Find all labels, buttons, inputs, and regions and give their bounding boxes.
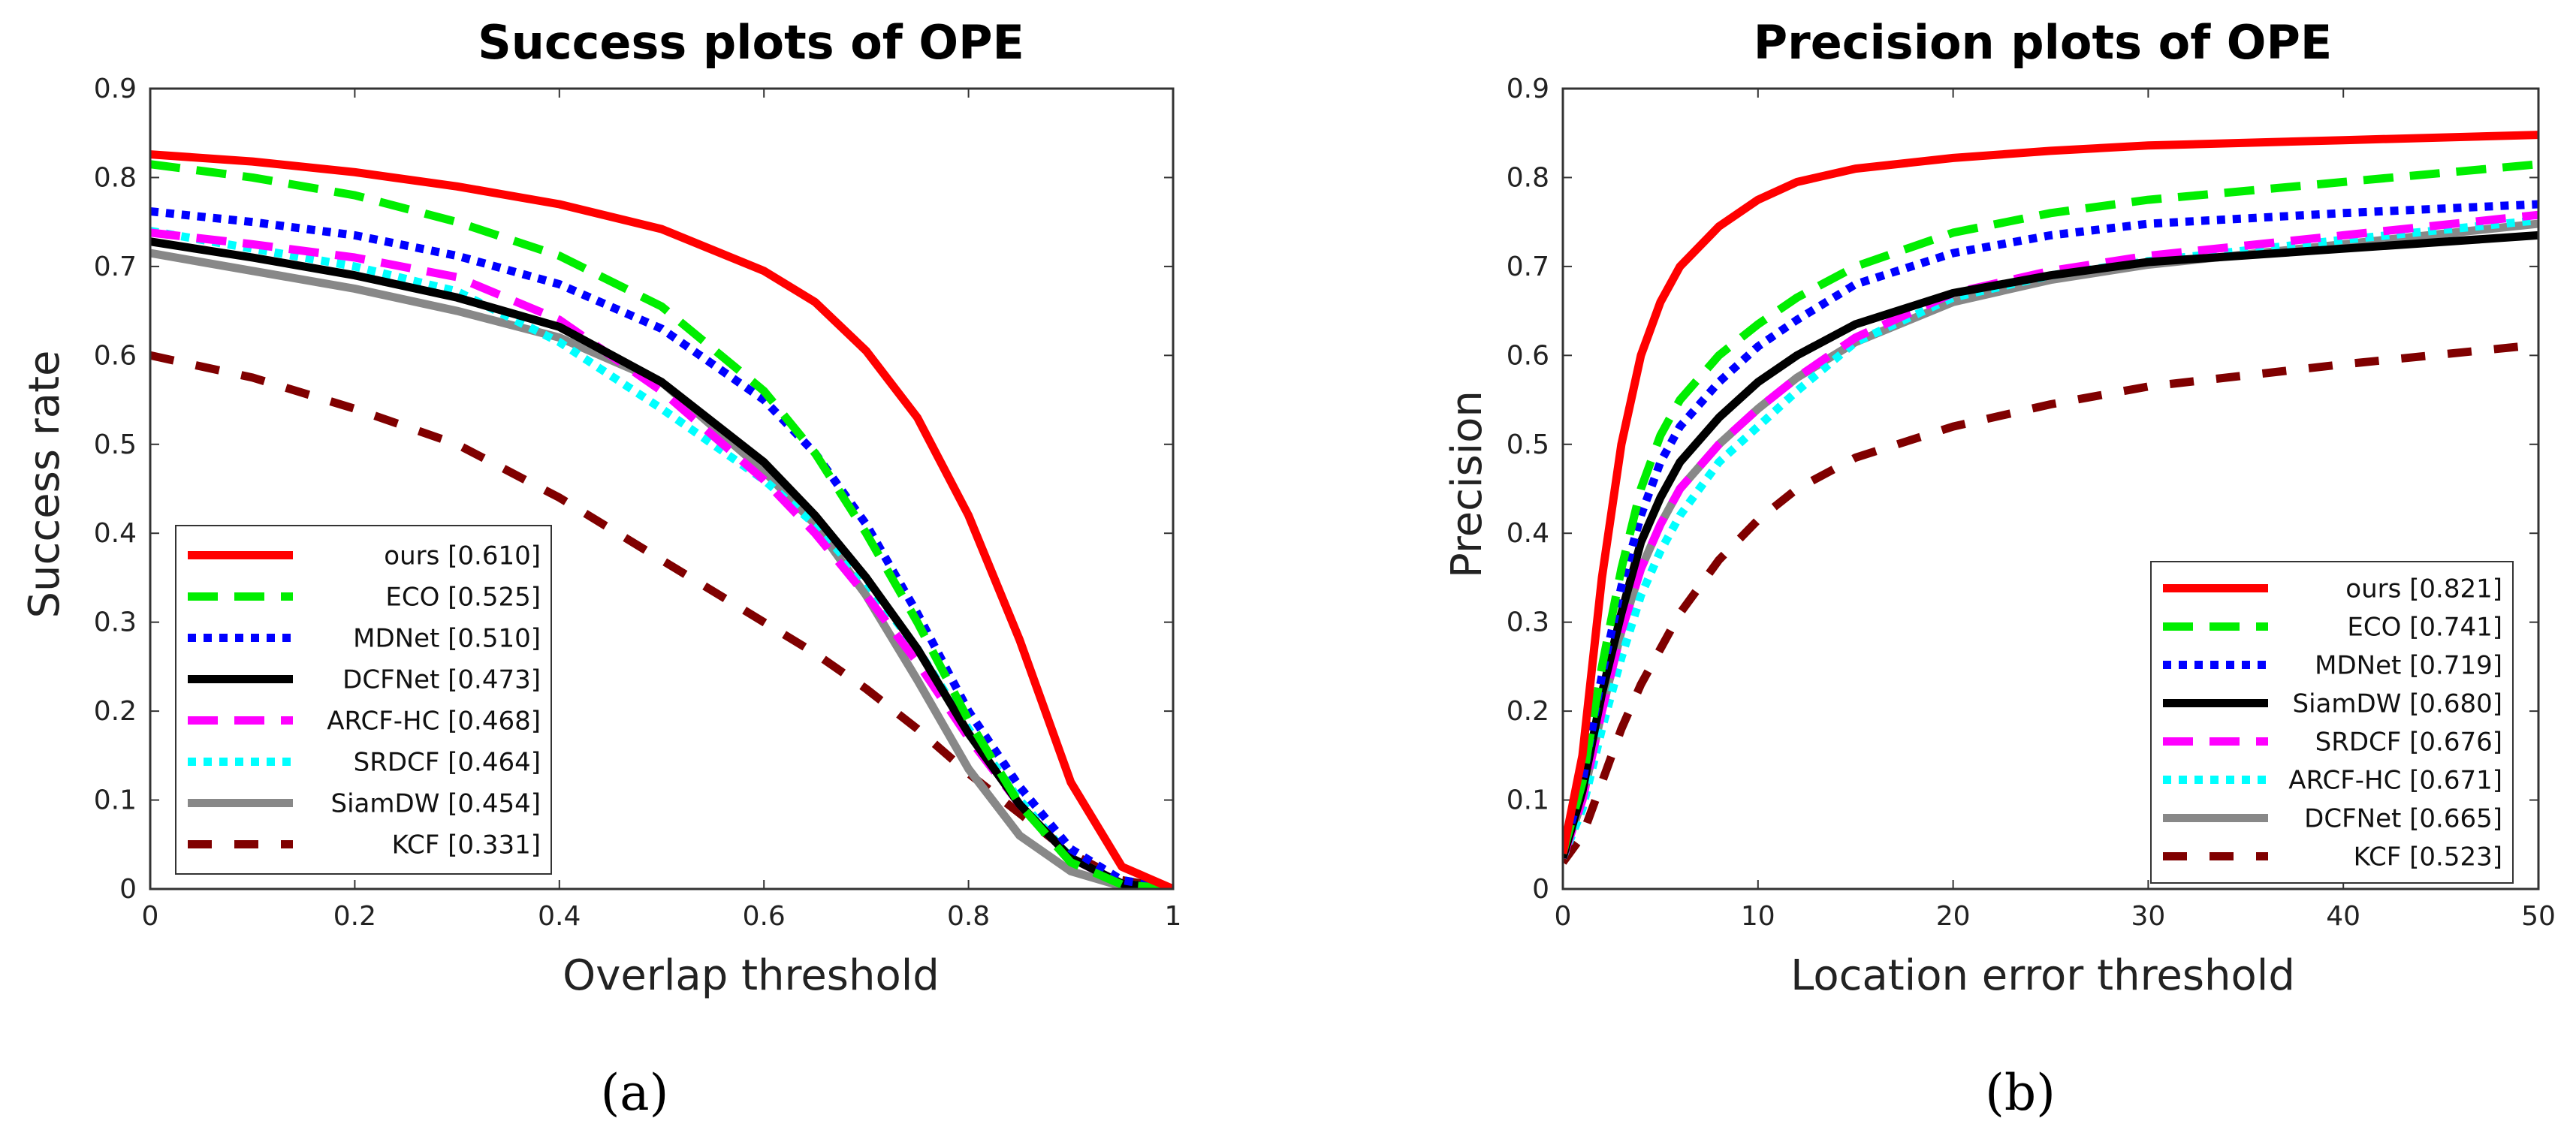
precision-ytick-label: 0.5 <box>1507 429 1549 460</box>
success-ytick-label: 0.4 <box>94 518 137 549</box>
success-legend-box <box>175 525 552 875</box>
precision-ytick-label: 0.3 <box>1507 607 1549 638</box>
precision-plot-ylabel: Precision <box>1443 390 1492 578</box>
precision-ytick-label: 0.1 <box>1507 785 1549 816</box>
precision-legend-label-mdnet: MDNet [0.719] <box>2315 651 2502 681</box>
precision-legend-label-dcfnet: DCFNet [0.665] <box>2304 804 2502 834</box>
precision-ytick-label: 0.4 <box>1507 518 1549 549</box>
success-xtick-label: 0.4 <box>538 901 581 932</box>
precision-ytick-label: 0 <box>1532 874 1549 905</box>
precision-plot-ticks: 0 10 20 30 40 50 0 0.1 0.2 0.3 0.4 0.5 0.6 0.7 0.8 0.9 <box>1507 74 2556 932</box>
precision-legend-label-srdcf: SRDCF [0.676] <box>2315 728 2502 758</box>
success-plot-frame <box>149 87 1175 890</box>
success-ytick-label: 0.7 <box>94 252 137 282</box>
success-ytick-label: 0.6 <box>94 340 137 371</box>
success-plot-ylabel: Success rate <box>20 351 69 619</box>
success-ytick-label: 0.9 <box>94 74 137 104</box>
success-legend-label-eco: ECO [0.525] <box>385 583 541 613</box>
success-plot: Success plots of OPE 0 0.2 0.4 0.6 0.8 100.10… <box>20 15 1181 1122</box>
success-legend-label-arcf-hc: ARCF-HC [0.468] <box>327 707 541 737</box>
precision-plot-title: Precision plots of OPE <box>1754 15 2333 70</box>
success-series-ours <box>150 150 1173 889</box>
precision-plot-frame <box>1561 87 2540 890</box>
precision-xtick-label: 40 <box>2326 901 2360 932</box>
precision-ytick-label: 0.2 <box>1507 696 1549 727</box>
success-xtick-label: 0.6 <box>743 901 786 932</box>
success-ytick-label: 0.5 <box>94 429 137 460</box>
precision-series-siamdw <box>1563 231 2538 860</box>
success-legend-label-mdnet: MDNet [0.510] <box>353 624 541 654</box>
precision-series-ours <box>1563 131 2538 854</box>
caption-a: (a) <box>601 1064 669 1122</box>
precision-series-srdcf <box>1563 210 2538 860</box>
success-series-dcfnet <box>150 237 1173 889</box>
precision-plot: Precision plots of OPE 0 10 20 30 40 50 0 0.1 0.… <box>1443 15 2556 1122</box>
success-series-eco <box>150 160 1173 889</box>
success-xtick-label: 0 <box>142 901 159 932</box>
success-plot-xlabel: Overlap threshold <box>563 951 940 1000</box>
precision-ytick-label: 0.6 <box>1507 340 1549 371</box>
precision-xtick-label: 10 <box>1741 901 1775 932</box>
success-plot-legend: ours [0.610] ECO [0.525] MDNet [0.510] DCFN… <box>175 525 552 875</box>
precision-xtick-label: 20 <box>1936 901 1971 932</box>
success-plot-lines <box>150 150 1173 889</box>
precision-plot-xlabel: Location error threshold <box>1790 951 2295 1000</box>
precision-plot-legend: ours [0.821] ECO [0.741] MDNet [0.719] Siam… <box>2150 561 2514 884</box>
success-legend-label-kcf: KCF [0.331] <box>392 830 541 860</box>
success-ytick-label: 0.3 <box>94 607 137 638</box>
precision-series-kcf <box>1563 340 2538 865</box>
precision-legend-label-arcf-hc: ARCF-HC [0.671] <box>2288 766 2502 796</box>
success-xtick-label: 1 <box>1165 901 1182 932</box>
precision-ytick-label: 0.9 <box>1507 74 1549 104</box>
precision-legend-label-ours: ours [0.821] <box>2345 574 2502 604</box>
precision-legend-label-kcf: KCF [0.523] <box>2354 842 2502 872</box>
success-ytick-label: 0.2 <box>94 696 137 727</box>
caption-b: (b) <box>1985 1064 2056 1122</box>
success-plot-ticks: 0 0.2 0.4 0.6 0.8 1 0 0.1 0.2 0.3 0.4 0.5 0.6 0.7 0.8 0… <box>94 74 1182 932</box>
precision-legend-label-siamdw: SiamDW [0.680] <box>2293 689 2502 719</box>
success-xtick-label: 0.8 <box>947 901 990 932</box>
precision-legend-label-eco: ECO [0.741] <box>2347 613 2502 643</box>
success-legend-label-srdcf: SRDCF [0.464] <box>354 748 541 778</box>
precision-plot-lines <box>1563 131 2538 865</box>
success-legend-label-ours: ours [0.610] <box>384 541 541 571</box>
precision-ytick-label: 0.7 <box>1507 252 1549 282</box>
success-plot-title: Success plots of OPE <box>478 15 1024 70</box>
success-ytick-label: 0.8 <box>94 162 137 193</box>
precision-xtick-label: 0 <box>1555 901 1572 932</box>
precision-legend-box <box>2150 561 2514 884</box>
precision-xtick-label: 30 <box>2131 901 2165 932</box>
precision-xtick-label: 50 <box>2521 901 2556 932</box>
success-legend-label-siamdw: SiamDW [0.454] <box>331 789 541 819</box>
precision-ytick-label: 0.8 <box>1507 162 1549 193</box>
precision-series-mdnet <box>1563 200 2538 855</box>
success-ytick-label: 0 <box>119 874 137 905</box>
success-xtick-label: 0.2 <box>333 901 376 932</box>
precision-series-eco <box>1563 160 2538 855</box>
success-legend-label-dcfnet: DCFNet [0.473] <box>342 665 541 695</box>
success-ytick-label: 0.1 <box>94 785 137 816</box>
